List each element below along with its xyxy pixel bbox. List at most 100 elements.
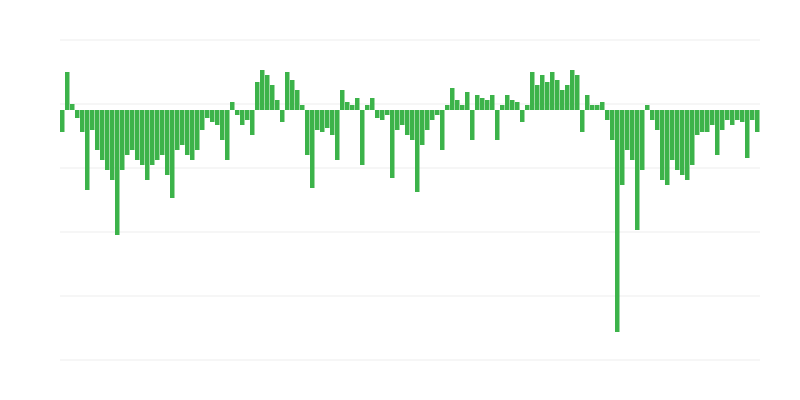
bar — [435, 110, 440, 115]
bar — [505, 95, 510, 110]
bar — [560, 90, 565, 110]
bar — [80, 110, 85, 132]
bar — [260, 70, 265, 110]
bar — [425, 110, 430, 130]
bar — [370, 98, 375, 110]
bar — [680, 110, 685, 175]
bar — [670, 110, 675, 160]
bar — [130, 110, 135, 150]
bar — [190, 110, 195, 160]
bar — [270, 85, 275, 110]
bar — [735, 110, 740, 120]
bar — [645, 105, 650, 110]
bar — [740, 110, 745, 122]
bar — [625, 110, 630, 150]
bar — [575, 75, 580, 110]
bar — [415, 110, 420, 192]
bar — [285, 72, 290, 110]
bar — [205, 110, 210, 118]
bar — [60, 110, 65, 132]
bar — [585, 95, 590, 110]
bar — [495, 110, 500, 140]
bar — [385, 110, 390, 115]
bar — [290, 80, 295, 110]
bar — [255, 82, 260, 110]
bar — [475, 95, 480, 110]
bar — [380, 110, 385, 120]
bar — [660, 110, 665, 180]
bar — [220, 110, 225, 140]
bar — [160, 110, 165, 155]
bar — [250, 110, 255, 135]
bar — [175, 110, 180, 150]
bar — [455, 100, 460, 110]
bar — [710, 110, 715, 125]
bar — [330, 110, 335, 135]
bar — [195, 110, 200, 150]
bar — [70, 104, 75, 110]
bar — [720, 110, 725, 130]
bar — [135, 110, 140, 160]
bar — [610, 110, 615, 140]
bar — [620, 110, 625, 185]
bar — [300, 105, 305, 110]
bar — [490, 95, 495, 110]
bar — [580, 110, 585, 132]
bar — [595, 105, 600, 110]
bar — [155, 110, 160, 160]
bar — [235, 110, 240, 115]
bar — [715, 110, 720, 155]
bar — [355, 98, 360, 110]
bar — [755, 110, 760, 132]
bar — [120, 110, 125, 170]
bar — [555, 80, 560, 110]
bar — [65, 72, 70, 110]
bar — [325, 110, 330, 128]
bar — [75, 110, 80, 118]
bar — [730, 110, 735, 125]
bar — [550, 72, 555, 110]
bar — [170, 110, 175, 198]
bar — [90, 110, 95, 130]
bar — [305, 110, 310, 155]
bar — [650, 110, 655, 120]
bar — [485, 100, 490, 110]
bar — [525, 105, 530, 110]
bar — [515, 102, 520, 110]
bar — [105, 110, 110, 170]
bar — [695, 110, 700, 135]
bar — [420, 110, 425, 145]
bar — [240, 110, 245, 125]
bar — [445, 105, 450, 110]
bar — [125, 110, 130, 155]
bar — [185, 110, 190, 155]
bar — [245, 110, 250, 120]
bar — [460, 105, 465, 110]
bar — [310, 110, 315, 188]
bar — [280, 110, 285, 122]
bar — [265, 75, 270, 110]
bar — [440, 110, 445, 150]
bar — [165, 110, 170, 175]
bar — [410, 110, 415, 140]
bar — [140, 110, 145, 165]
bar — [295, 90, 300, 110]
bar — [230, 102, 235, 110]
bar — [510, 100, 515, 110]
bar — [110, 110, 115, 180]
bar — [335, 110, 340, 160]
bar — [690, 110, 695, 165]
bar — [655, 110, 660, 130]
bar — [400, 110, 405, 125]
bar — [745, 110, 750, 158]
bar — [470, 110, 475, 140]
bar — [700, 110, 705, 132]
bar — [150, 110, 155, 165]
bar — [340, 90, 345, 110]
bar — [95, 110, 100, 150]
bar — [320, 110, 325, 132]
bar — [180, 110, 185, 145]
bar — [465, 92, 470, 110]
bar — [345, 102, 350, 110]
